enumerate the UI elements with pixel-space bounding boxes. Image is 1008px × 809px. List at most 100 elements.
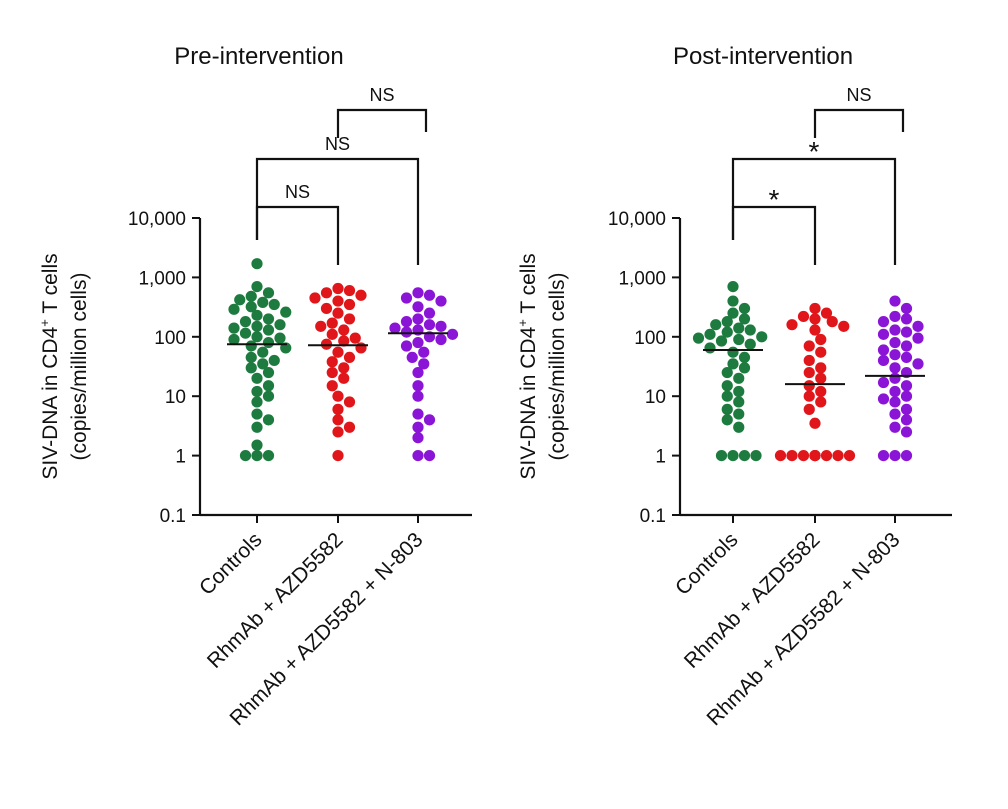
data-point xyxy=(326,317,338,329)
data-point xyxy=(715,335,728,347)
data-point xyxy=(251,439,263,451)
data-point xyxy=(889,396,901,408)
data-point xyxy=(412,301,424,313)
y-axis-label-tail: T cells xyxy=(517,253,540,319)
data-point xyxy=(320,338,333,350)
y-axis-label-text: SIV-DNA in CD4 xyxy=(39,326,62,479)
data-point xyxy=(815,362,827,374)
data-point xyxy=(889,385,901,398)
data-point xyxy=(877,393,890,405)
data-point xyxy=(239,450,252,462)
data-point xyxy=(262,313,275,325)
data-point xyxy=(245,301,257,313)
data-point xyxy=(412,287,424,299)
data-point xyxy=(815,346,827,358)
data-point xyxy=(262,324,275,336)
data-point xyxy=(721,390,733,402)
data-point xyxy=(435,320,447,332)
data-point xyxy=(727,295,739,307)
data-point xyxy=(251,396,263,408)
y-tick-label: 1 xyxy=(655,447,666,468)
data-point xyxy=(309,292,321,304)
data-point xyxy=(355,342,367,354)
significance-bracket xyxy=(336,108,428,138)
data-point xyxy=(900,380,913,392)
panel-title: Pre-intervention xyxy=(174,43,343,70)
data-point xyxy=(251,309,263,321)
y-tick-label: 10,000 xyxy=(608,209,666,230)
data-point xyxy=(750,450,762,462)
data-point xyxy=(251,421,263,433)
data-point xyxy=(245,290,257,302)
data-point xyxy=(809,313,821,325)
data-point xyxy=(889,349,901,361)
data-point xyxy=(326,356,338,368)
data-point xyxy=(704,328,716,340)
data-point xyxy=(262,414,275,426)
data-point xyxy=(251,372,263,384)
data-point xyxy=(900,313,913,325)
data-point xyxy=(738,450,751,462)
data-point xyxy=(423,307,436,319)
data-point xyxy=(733,385,745,398)
significance-bracket xyxy=(813,108,905,138)
data-point xyxy=(332,346,344,358)
data-point xyxy=(412,336,424,349)
y-tick-label: 1 xyxy=(175,447,186,468)
significance-label: NS xyxy=(369,85,394,105)
data-point xyxy=(820,450,833,462)
data-point xyxy=(809,302,821,315)
data-point xyxy=(326,366,338,379)
data-point xyxy=(423,450,436,462)
data-point xyxy=(889,310,901,323)
data-point xyxy=(268,354,280,367)
data-point xyxy=(338,335,350,347)
data-point xyxy=(262,287,275,299)
data-point xyxy=(900,390,913,402)
data-point xyxy=(239,316,252,328)
data-point xyxy=(234,294,246,306)
data-point xyxy=(274,319,286,331)
data-point xyxy=(280,306,292,318)
y-tick-label: 100 xyxy=(634,328,666,349)
data-point xyxy=(803,340,815,352)
data-point xyxy=(262,336,275,349)
data-point xyxy=(251,258,263,270)
y-tick-label: 0.1 xyxy=(160,506,186,527)
data-point xyxy=(809,417,821,429)
data-point xyxy=(756,331,768,343)
data-point xyxy=(332,307,344,319)
data-point xyxy=(251,281,263,293)
data-point xyxy=(435,295,447,307)
data-point xyxy=(721,326,733,338)
significance-label: NS xyxy=(285,182,310,202)
data-point xyxy=(900,403,913,415)
x-tick-label: RhmAb + AZD5582 xyxy=(203,528,348,673)
data-point xyxy=(228,333,240,346)
data-point xyxy=(262,380,275,392)
y-tick-label: 100 xyxy=(154,328,186,349)
y-axis-label-units: (copies/million cells) xyxy=(68,273,91,461)
data-point xyxy=(843,450,856,462)
panel-post-intervention: Post-intervention SIV-DNA in CD4+ T cells… xyxy=(515,43,952,730)
data-point xyxy=(418,358,430,370)
data-point xyxy=(733,333,745,346)
data-point xyxy=(338,372,350,384)
y-axis-label-units: (copies/million cells) xyxy=(546,273,569,461)
data-point xyxy=(803,403,815,415)
data-point xyxy=(738,362,751,374)
data-point xyxy=(889,450,901,462)
data-point xyxy=(446,328,459,340)
data-point xyxy=(412,313,424,325)
data-point xyxy=(733,322,745,334)
data-point xyxy=(349,332,361,344)
data-point xyxy=(338,362,350,374)
significance-bracket xyxy=(731,205,817,265)
data-point xyxy=(733,372,745,384)
data-point xyxy=(900,414,913,426)
y-tick-label: 10 xyxy=(645,387,666,408)
y-axis-label-text: SIV-DNA in CD4 xyxy=(517,326,540,479)
x-tick-label: Controls xyxy=(671,528,743,600)
y-axis-label-superscript: + xyxy=(37,319,52,327)
